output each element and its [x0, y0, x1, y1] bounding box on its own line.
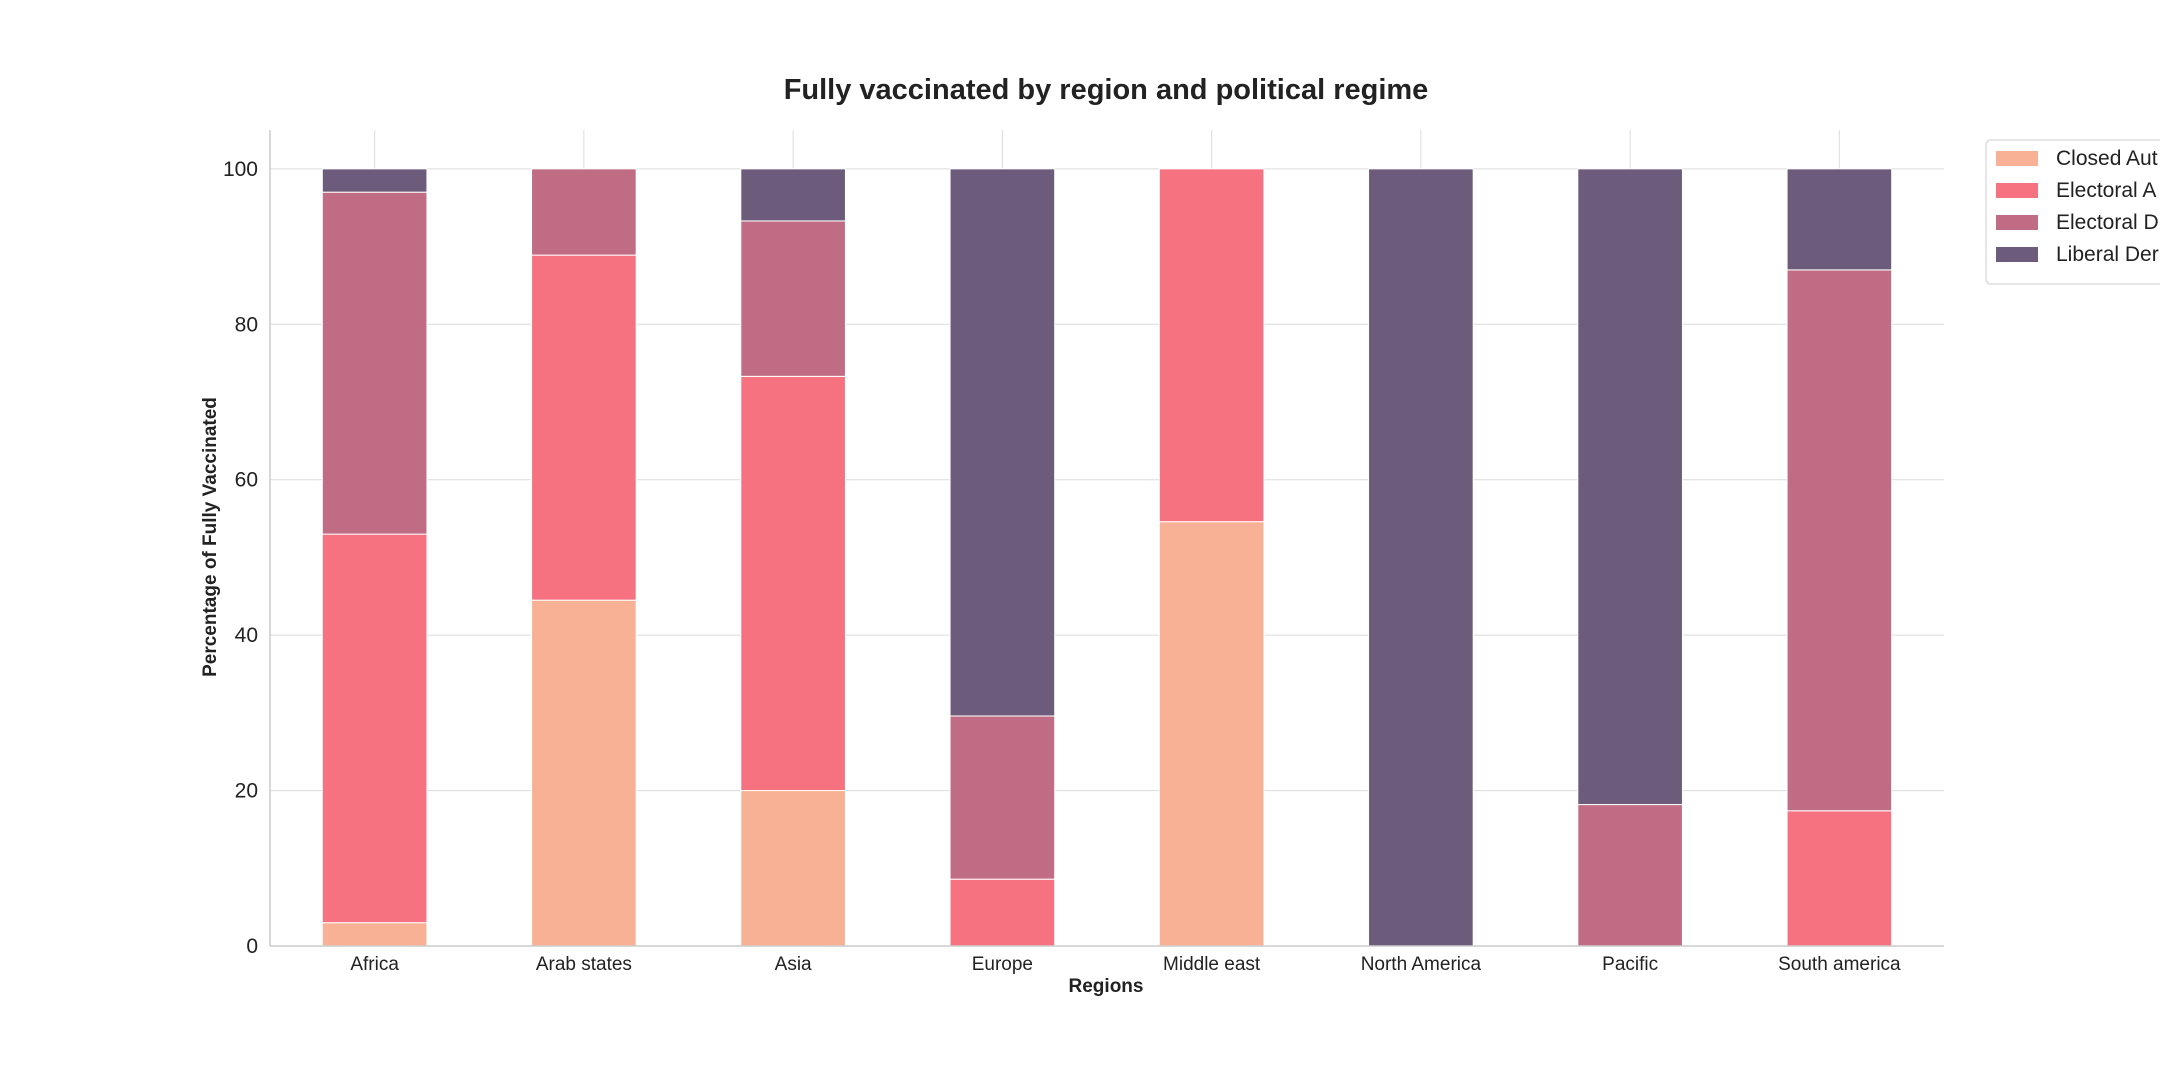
legend-swatch — [1996, 247, 2038, 262]
bar-segment — [321, 922, 428, 947]
legend: Closed Aut Electoral A Electoral D Liberal … — [1985, 139, 2160, 285]
grid-lines — [270, 130, 1944, 946]
legend-label: Electoral D — [2056, 211, 2159, 234]
legend-label: Closed Aut — [2056, 147, 2158, 170]
axes: 0 20 40 60 80 100 Africa Arab states Asia Europe M… — [223, 130, 1944, 975]
bar-segment — [321, 168, 428, 193]
bar-segment — [1368, 168, 1474, 947]
y-tick-label: 40 — [235, 624, 258, 647]
legend-swatch — [1996, 215, 2038, 230]
bar-segment — [321, 191, 428, 535]
y-tick-label: 20 — [235, 780, 258, 803]
legend-label: Electoral A — [2056, 179, 2156, 202]
bar-segment — [531, 168, 637, 256]
x-tick-label: Arab states — [536, 954, 632, 975]
bar-segment — [1786, 168, 1893, 271]
bars — [321, 168, 1893, 947]
x-tick-label: Asia — [775, 954, 812, 975]
chart-title: Fully vaccinated by region and political… — [784, 74, 1429, 106]
bar-segment — [321, 533, 428, 924]
x-tick-label: Middle east — [1163, 954, 1261, 975]
bar-segment — [740, 790, 846, 947]
bar-segment — [949, 878, 1056, 947]
bar-segment — [1577, 804, 1683, 947]
x-axis-label: Regions — [1069, 976, 1144, 997]
y-tick-label: 80 — [235, 313, 258, 336]
bar-segment — [1158, 521, 1265, 947]
bar-segment — [740, 375, 846, 792]
bar-segment — [949, 715, 1056, 880]
legend-swatch — [1996, 151, 2038, 166]
x-tick-label: North America — [1361, 954, 1482, 975]
x-tick-label: Pacific — [1602, 954, 1658, 975]
bar-segment — [1786, 810, 1893, 947]
y-tick-label: 0 — [246, 935, 258, 958]
bar-segment — [531, 254, 637, 601]
y-axis-label: Percentage of Fully Vaccinated — [200, 397, 221, 677]
bar-segment — [740, 220, 846, 377]
x-tick-label: Africa — [350, 954, 399, 975]
bar-segment — [531, 599, 637, 947]
bar-segment — [1786, 269, 1893, 812]
bar-segment — [1158, 168, 1265, 523]
legend-swatch — [1996, 183, 2038, 198]
legend-label: Liberal Der — [2056, 243, 2159, 266]
y-tick-label: 100 — [223, 158, 258, 181]
y-tick-label: 60 — [235, 469, 258, 492]
bar-segment — [740, 168, 846, 222]
bar-segment — [1577, 168, 1683, 806]
bar-segment — [949, 168, 1056, 717]
x-tick-label: Europe — [972, 954, 1033, 975]
x-tick-label: South america — [1778, 954, 1901, 975]
